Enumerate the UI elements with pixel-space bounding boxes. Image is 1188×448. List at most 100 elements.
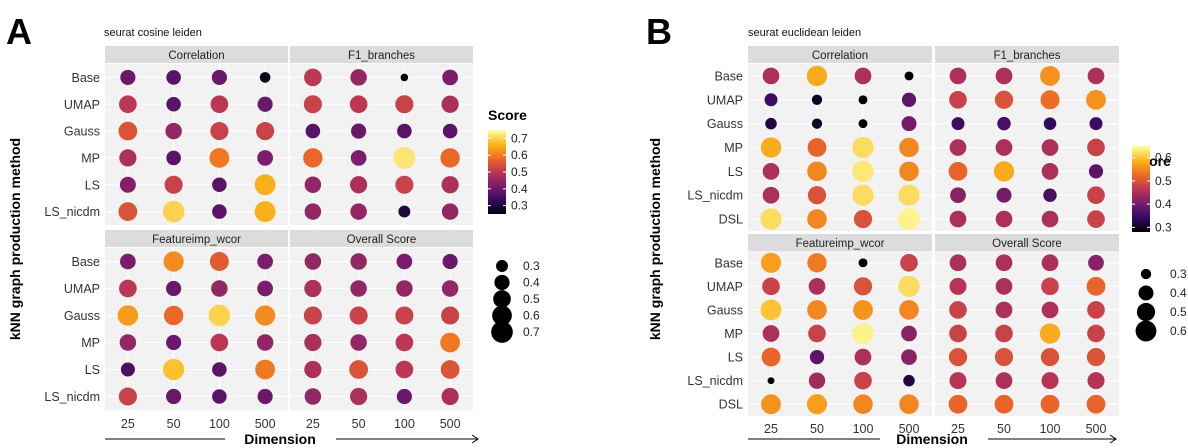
point-mp-25 — [119, 334, 137, 351]
y-axis-title-b: kNN graph production method — [647, 138, 663, 340]
color-legend-b: 0.3 0.4 0.5 0.6 — [1132, 146, 1172, 234]
point-gauss-50 — [165, 122, 182, 140]
size-legend-label: 0.4 — [523, 276, 540, 290]
point-base-500 — [259, 72, 271, 83]
point-umap-25 — [949, 90, 967, 109]
point-umap-25 — [762, 277, 780, 296]
facet-strip — [105, 230, 288, 247]
x-tick-label: 500 — [440, 417, 461, 431]
size-legend-dot — [494, 274, 510, 291]
point-ls_nicdm-50 — [162, 200, 185, 223]
point-gauss-25 — [118, 121, 138, 141]
facet-b-2: F1_branches — [935, 46, 1119, 231]
point-base-25 — [120, 253, 136, 270]
size-legend-dot — [493, 290, 511, 308]
point-ls_nicdm-100 — [852, 184, 874, 206]
point-dsl-50 — [806, 394, 828, 415]
point-gauss-500 — [899, 300, 919, 320]
point-umap-25 — [303, 95, 322, 114]
point-umap-500 — [257, 280, 273, 297]
panel-letter-a: A — [6, 11, 32, 52]
facet-strip-label: F1_branches — [348, 50, 415, 62]
point-base-100 — [1040, 66, 1060, 86]
point-ls_nicdm-500 — [441, 387, 459, 406]
point-ls_nicdm-50 — [807, 186, 827, 205]
y-tick-label: MP — [81, 336, 100, 350]
point-umap-50 — [994, 90, 1014, 109]
y-tick-label: MP — [724, 141, 743, 155]
point-umap-500 — [1086, 276, 1106, 296]
point-ls-100 — [1041, 162, 1059, 180]
point-ls-25 — [304, 360, 322, 379]
point-mp-500 — [257, 150, 273, 166]
color-legend-label: 0.5 — [1155, 174, 1172, 188]
point-gauss-50 — [349, 306, 368, 325]
point-ls-100 — [395, 360, 414, 379]
y-tick-label: MP — [81, 151, 100, 165]
point-umap-500 — [898, 275, 920, 298]
color-legend-label: 0.4 — [1155, 197, 1172, 211]
facet-panel-background — [105, 248, 288, 410]
point-gauss-50 — [807, 300, 827, 320]
color-legend-label: 0.5 — [511, 165, 528, 179]
y-tick-label: Gauss — [64, 125, 100, 139]
point-mp-25 — [949, 139, 967, 156]
x-tick-label: 100 — [209, 417, 230, 431]
point-mp-100 — [852, 322, 874, 345]
point-dsl-500 — [1086, 394, 1106, 414]
point-mp-100 — [210, 333, 229, 352]
point-gauss-500 — [441, 306, 460, 325]
size-legend-dot — [1135, 320, 1157, 342]
point-umap-50 — [995, 277, 1013, 295]
point-umap-50 — [166, 280, 182, 297]
facet-panel-background — [105, 64, 288, 225]
point-ls-500 — [255, 359, 276, 380]
size-legend-dot — [1138, 285, 1154, 301]
point-ls-25 — [948, 161, 968, 181]
point-ls_nicdm-100 — [212, 204, 227, 219]
y-tick-label: Base — [715, 69, 744, 83]
point-dsl-100 — [1041, 210, 1059, 228]
point-mp-50 — [350, 334, 367, 351]
facet-b-1: Correlation Base UMAP Gauss MP LS LS_nicdm DSL — [687, 46, 932, 231]
facet-a-1: Correlation Base UMAP Gauss MP LS LS_nicdm — [44, 46, 288, 225]
point-mp-100 — [1041, 139, 1059, 156]
point-umap-500 — [441, 280, 459, 297]
color-legend-label: 0.3 — [1155, 220, 1172, 234]
facet-a-4: Overall Score 25 50 100 500 — [290, 230, 473, 431]
x-axis-title-a: Dimension — [244, 431, 316, 447]
point-base-500 — [442, 69, 458, 86]
y-tick-label: LS — [85, 363, 100, 377]
point-base-25 — [760, 252, 782, 273]
point-base-100 — [858, 258, 868, 268]
point-gauss-50 — [811, 118, 823, 129]
size-legend-label: 0.4 — [1170, 286, 1187, 300]
size-legend-label: 0.5 — [523, 292, 540, 306]
point-mp-500 — [901, 325, 917, 342]
point-ls_nicdm-25 — [118, 202, 138, 221]
point-base-500 — [1087, 67, 1105, 85]
point-base-25 — [949, 254, 967, 272]
color-legend-label: 0.6 — [1155, 151, 1172, 165]
point-base-100 — [400, 73, 409, 82]
color-bar — [1132, 146, 1150, 232]
point-dsl-500 — [1087, 210, 1105, 228]
facet-strip — [935, 234, 1119, 251]
point-ls_nicdm-25 — [304, 388, 322, 405]
size-legend-dot — [491, 321, 513, 343]
size-legend-dot — [1140, 268, 1152, 280]
x-tick-label: 500 — [1086, 422, 1107, 436]
point-base-500 — [1088, 254, 1104, 271]
point-base-50 — [166, 70, 181, 85]
x-tick-label: 25 — [764, 422, 778, 436]
point-umap-100 — [853, 277, 873, 296]
point-base-50 — [350, 69, 367, 86]
point-ls_nicdm-100 — [398, 205, 411, 218]
facet-strip-label: Featureimp_wcor — [152, 234, 241, 246]
facet-a-3: Featureimp_wcor Base UMAP Gauss MP LS LS_nicdm… — [44, 230, 288, 431]
point-mp-25 — [949, 324, 967, 343]
point-gauss-100 — [210, 122, 229, 141]
x-axis-arrow-head-b — [1109, 434, 1117, 444]
point-mp-50 — [995, 324, 1013, 343]
facet-b-3: Featureimp_wcor Base UMAP Gauss MP LS LS_nicdm… — [687, 234, 932, 436]
